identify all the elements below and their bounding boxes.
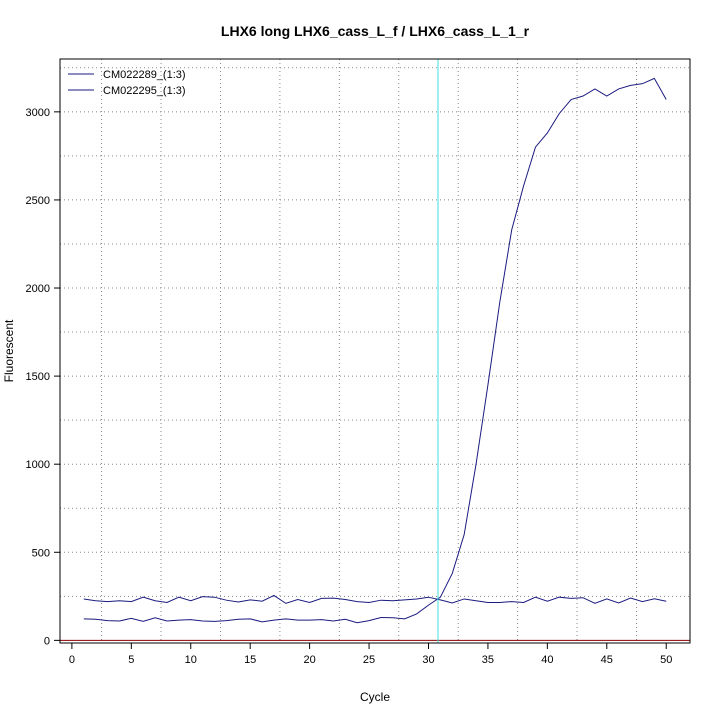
x-tick-label: 50 (660, 654, 672, 666)
y-tick-label: 0 (44, 635, 50, 647)
series-line-0 (83, 77, 667, 624)
x-tick-label: 30 (422, 654, 434, 666)
plot-marks (60, 59, 690, 643)
x-tick-label: 25 (363, 654, 375, 666)
y-tick-label: 2000 (26, 283, 50, 295)
x-tick-label: 10 (185, 654, 197, 666)
plot-frame (59, 58, 691, 644)
y-tick-label: 500 (32, 547, 50, 559)
chart-title: LHX6 long LHX6_cass_L_f / LHX6_cass_L_1_… (221, 23, 530, 39)
grid (60, 59, 690, 643)
x-axis-label: Cycle (360, 690, 390, 704)
legend-label: CM022289_(1:3) (103, 69, 186, 81)
x-tick-label: 15 (244, 654, 256, 666)
axes: 0 5 10 15 20 25 30 35 40 45 5005001000150020002500… (26, 107, 673, 666)
x-tick-label: 20 (303, 654, 315, 666)
y-axis-label: Fluorescent (2, 319, 16, 382)
y-tick-label: 3000 (26, 107, 50, 119)
x-tick-label: 40 (541, 654, 553, 666)
x-tick-label: 45 (601, 654, 613, 666)
y-tick-label: 1500 (26, 371, 50, 383)
y-tick-label: 1000 (26, 459, 50, 471)
x-tick-label: 35 (482, 654, 494, 666)
legend-label: CM022295_(1:3) (103, 85, 186, 97)
legend: CM022289_(1:3) CM022295_(1:3) (68, 69, 186, 97)
x-tick-label: 5 (128, 654, 134, 666)
y-tick-label: 2500 (26, 195, 50, 207)
series-line-1 (83, 594, 667, 604)
x-tick-label: 0 (69, 654, 75, 666)
